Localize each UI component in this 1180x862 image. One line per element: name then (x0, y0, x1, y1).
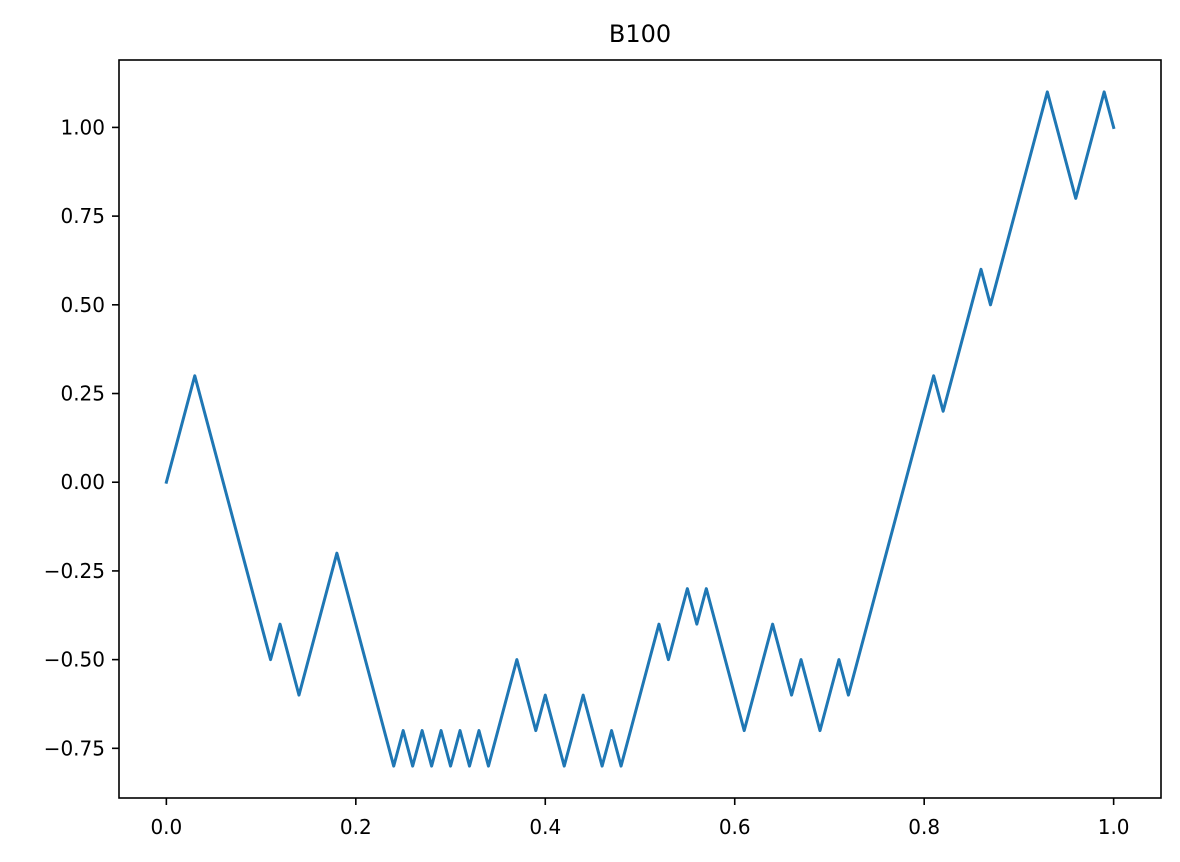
chart-title: B100 (609, 20, 671, 48)
x-tick-label: 0.2 (340, 815, 372, 839)
y-tick-label: 0.00 (60, 470, 105, 494)
y-tick-label: −0.50 (44, 648, 105, 672)
y-tick-label: −0.25 (44, 559, 105, 583)
x-tick-label: 0.0 (150, 815, 182, 839)
x-tick-label: 0.8 (908, 815, 940, 839)
x-axis: 0.0 0.2 0.4 0.6 0.8 1.0 (150, 798, 1130, 839)
x-tick-label: 0.6 (719, 815, 751, 839)
plot-area-frame (118, 59, 1162, 799)
series-line-0 (164, 90, 1116, 768)
x-tick-label: 1.0 (1098, 815, 1130, 839)
y-tick-label: 1.00 (60, 115, 105, 139)
y-tick-label: 0.75 (60, 204, 105, 228)
series-layer (164, 90, 1116, 768)
y-tick-label: 0.25 (60, 382, 105, 406)
y-tick-label: 0.50 (60, 293, 105, 317)
x-tick-label: 0.4 (529, 815, 561, 839)
y-tick-label: −0.75 (44, 736, 105, 760)
y-axis: −0.75 −0.50 −0.25 0.00 0.25 0.50 0.75 1.00 (44, 115, 119, 760)
